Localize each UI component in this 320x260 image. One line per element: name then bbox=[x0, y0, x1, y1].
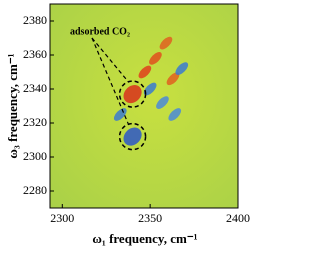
y-tick-label: 2360 bbox=[23, 47, 47, 61]
peak bbox=[156, 96, 169, 109]
x-tick-label: 2300 bbox=[50, 211, 74, 225]
highlight-circle bbox=[118, 122, 147, 151]
annotation: adsorbed CO₂ bbox=[70, 26, 130, 37]
peak bbox=[143, 82, 157, 96]
peak bbox=[149, 52, 162, 65]
y-tick-label: 2320 bbox=[23, 115, 47, 129]
peak bbox=[166, 72, 180, 86]
y-tick-label: 2300 bbox=[23, 149, 47, 163]
peak bbox=[123, 127, 142, 146]
peak bbox=[123, 85, 142, 104]
peak bbox=[138, 65, 152, 79]
highlight-circle bbox=[118, 80, 147, 108]
x-tick-label: 2400 bbox=[226, 211, 250, 225]
peak bbox=[159, 36, 173, 50]
peak bbox=[175, 62, 189, 75]
peak bbox=[168, 108, 182, 121]
y-tick-label: 2380 bbox=[23, 13, 47, 27]
y-tick-label: 2280 bbox=[23, 183, 47, 197]
x-axis-label: ω₁ frequency, cm⁻¹ bbox=[92, 231, 197, 246]
chart: ω₁ frequency, cm⁻¹ ω₃ frequency, cm⁻¹ ad… bbox=[5, 3, 250, 246]
y-axis-label: ω₃ frequency, cm⁻¹ bbox=[5, 53, 20, 158]
x-tick-label: 2350 bbox=[138, 211, 162, 225]
y-tick-label: 2340 bbox=[23, 81, 47, 95]
annotation-line bbox=[91, 37, 130, 83]
plot-area bbox=[49, 3, 239, 209]
annotation-line bbox=[91, 37, 130, 125]
